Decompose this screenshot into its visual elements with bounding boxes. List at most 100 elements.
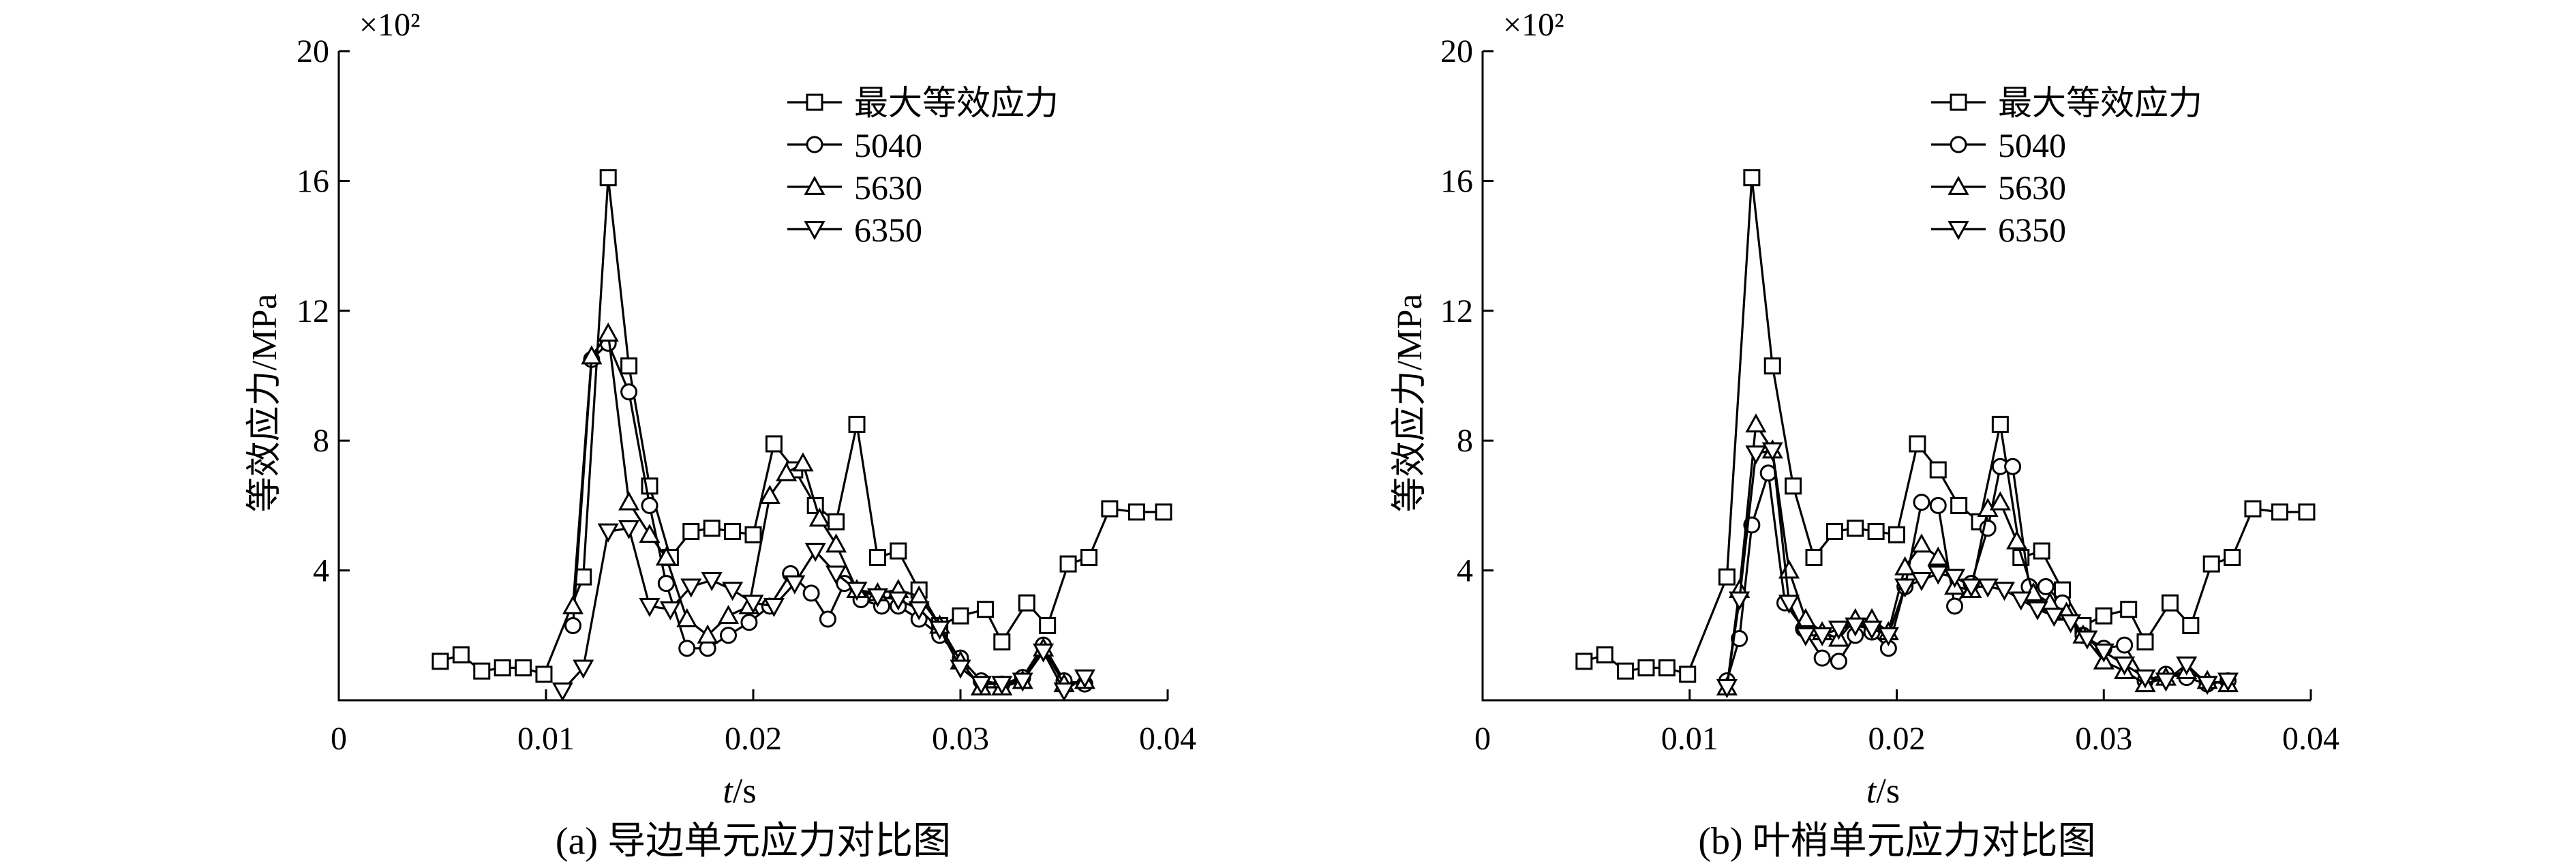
- data-point: [868, 549, 886, 567]
- data-point: [776, 462, 798, 481]
- legend-marker: [806, 136, 823, 153]
- data-point: [929, 620, 951, 640]
- data-point: [1929, 461, 1947, 479]
- y-tick-label: 20: [297, 33, 329, 70]
- data-point: [2004, 458, 2022, 475]
- data-point: [828, 513, 845, 530]
- chart-caption: (a) 导边单元应力对比图: [556, 820, 951, 863]
- data-point: [1828, 620, 1849, 640]
- series-line: [1725, 465, 2228, 685]
- legend-item: 6350: [1931, 211, 2066, 249]
- data-point: [697, 624, 718, 644]
- data-point: [1761, 442, 1783, 462]
- data-point: [1033, 643, 1055, 663]
- data-point: [1745, 445, 1767, 465]
- x-tick-label: 0.02: [1868, 721, 1926, 757]
- data-point: [740, 614, 758, 631]
- data-point: [825, 533, 847, 553]
- data-point: [765, 435, 783, 453]
- data-point: [535, 665, 553, 683]
- series-6350: [551, 520, 1095, 702]
- data-point: [888, 591, 909, 611]
- data-point: [564, 617, 582, 635]
- y-tick-label: 12: [1440, 293, 1473, 329]
- data-point: [720, 627, 738, 644]
- legend-label: 5040: [1998, 126, 2066, 164]
- data-point: [1127, 503, 1145, 521]
- data-point: [575, 568, 592, 586]
- data-point: [1039, 617, 1057, 635]
- data-point: [562, 595, 584, 614]
- data-point: [1637, 659, 1655, 676]
- data-point: [473, 662, 491, 680]
- legend-label: 5040: [854, 126, 922, 164]
- data-point: [1679, 665, 1697, 683]
- data-point: [950, 659, 971, 679]
- legend-marker: [1948, 175, 1969, 195]
- data-point: [597, 523, 619, 543]
- data-point: [2114, 656, 2136, 676]
- data-point: [952, 607, 969, 625]
- data-point: [1950, 496, 1968, 514]
- legend-label: 最大等效应力: [1998, 84, 2202, 122]
- data-point: [744, 526, 762, 543]
- data-point: [1977, 578, 1999, 598]
- data-point: [1946, 597, 1964, 615]
- data-point: [808, 507, 830, 527]
- data-point: [2155, 672, 2177, 692]
- data-point: [1877, 627, 1899, 646]
- data-point: [2161, 594, 2179, 612]
- data-point: [551, 682, 573, 702]
- data-point: [2043, 608, 2065, 627]
- data-point: [722, 582, 744, 601]
- data-point: [1080, 549, 1097, 567]
- data-point: [1743, 169, 1761, 187]
- data-point: [1059, 555, 1077, 573]
- data-point: [1813, 649, 1831, 667]
- data-point: [2116, 636, 2134, 654]
- data-point: [1825, 522, 1843, 540]
- data-point: [2224, 549, 2241, 567]
- data-point: [2271, 503, 2288, 521]
- data-point: [2033, 542, 2050, 560]
- data-point: [597, 323, 619, 342]
- data-point: [1596, 646, 1613, 663]
- data-point: [1729, 591, 1751, 611]
- legend-marker: [804, 175, 825, 195]
- series-5630: [1716, 413, 2239, 695]
- data-point: [639, 598, 661, 618]
- data-point: [581, 345, 603, 365]
- data-point: [1991, 415, 2009, 433]
- legend-label: 5630: [854, 168, 922, 207]
- data-point: [2037, 578, 2055, 595]
- data-point: [2134, 669, 2156, 689]
- y-axis-label: 等效应力/MPa: [1391, 294, 1429, 513]
- data-point: [2176, 656, 2198, 676]
- x-tick-label: 0.03: [2075, 721, 2132, 757]
- data-point: [1795, 627, 1817, 646]
- data-point: [1778, 595, 1800, 614]
- origin-label: 0: [331, 721, 347, 757]
- data-point: [2120, 601, 2138, 618]
- data-point: [993, 633, 1011, 650]
- data-point: [1811, 627, 1833, 646]
- data-point: [1993, 582, 2015, 601]
- y-multiplier: ×10²: [1503, 7, 1564, 43]
- data-point: [846, 582, 868, 601]
- data-point: [819, 610, 836, 628]
- data-point: [2217, 672, 2239, 692]
- data-point: [515, 659, 532, 676]
- data-point: [1911, 533, 1933, 553]
- data-point: [618, 520, 640, 539]
- x-tick-label: 0.02: [725, 721, 782, 757]
- data-point: [1745, 413, 1767, 433]
- data-point: [2182, 617, 2200, 635]
- data-point: [2010, 591, 2032, 611]
- data-point: [1805, 549, 1823, 567]
- data-point: [2006, 530, 2028, 550]
- legend-marker: [1948, 221, 1969, 241]
- data-point: [2093, 643, 2115, 663]
- data-point: [676, 608, 698, 627]
- data-point: [1861, 620, 1883, 640]
